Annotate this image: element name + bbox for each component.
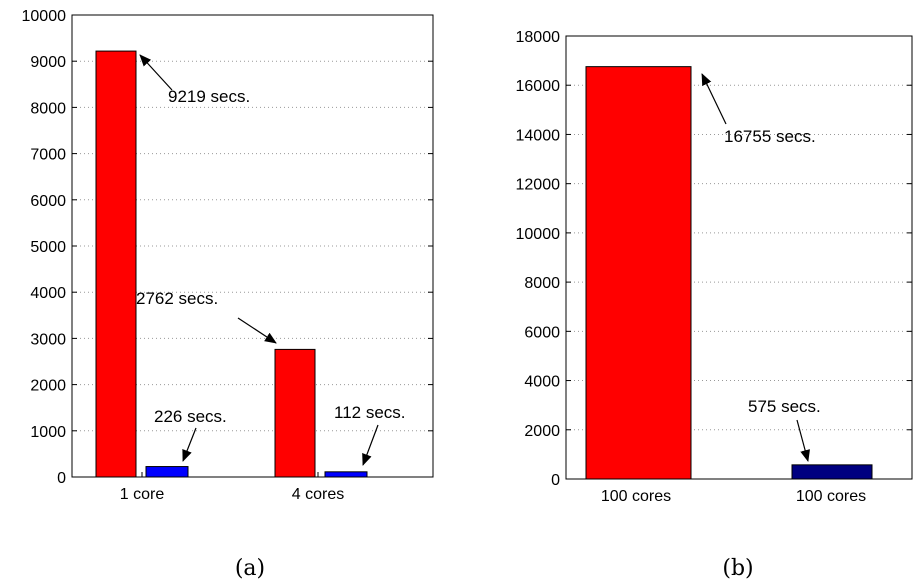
bar — [95, 50, 137, 478]
y-tick-label: 7000 — [30, 147, 66, 164]
bar — [145, 466, 189, 478]
y-tick-label: 0 — [551, 472, 560, 489]
chart-panel-b: 0 2000 4000 6000 8000 10000 12000 14000 16000 180… — [516, 29, 913, 505]
data-label: 2762 secs. — [136, 289, 218, 308]
y-tick-label: 4000 — [524, 374, 560, 391]
data-label: 226 secs. — [154, 407, 227, 426]
y-tick-label: 16000 — [516, 78, 561, 95]
y-tick-label: 3000 — [30, 331, 66, 348]
y-tick-label: 18000 — [516, 29, 561, 46]
y-tick-label: 0 — [57, 470, 66, 487]
y-tick-label: 2000 — [524, 423, 560, 440]
y-tick-label: 1000 — [30, 424, 66, 441]
annotation-arrow — [182, 427, 197, 462]
caption-b: (b) — [722, 556, 753, 581]
annotation-arrow — [237, 317, 277, 344]
x-tick-label: 4 cores — [292, 486, 344, 503]
data-label: 112 secs. — [334, 403, 406, 422]
y-tick-label: 10000 — [22, 8, 67, 25]
y-tick-label: 12000 — [516, 177, 561, 194]
data-label: 9219 secs. — [168, 87, 250, 106]
y-tick-label: 10000 — [516, 226, 561, 243]
y-tick-label: 9000 — [30, 54, 66, 71]
chart-panel-a: 0 1000 2000 3000 4000 5000 6000 7000 8000 9000 100… — [22, 8, 434, 503]
caption-a: (a) — [235, 556, 265, 581]
plot-frame — [71, 14, 434, 478]
y-tick-label: 5000 — [30, 239, 66, 256]
x-tick-label: 100 cores — [601, 488, 671, 505]
bar — [585, 66, 692, 480]
bar — [791, 464, 873, 480]
annotation-arrow — [796, 419, 810, 462]
x-tick-label: 1 core — [120, 486, 165, 503]
y-tick-label: 8000 — [524, 275, 560, 292]
data-label: 16755 secs. — [724, 127, 816, 146]
data-label: 575 secs. — [748, 397, 821, 416]
bar — [324, 471, 368, 478]
y-tick-label: 2000 — [30, 378, 66, 395]
annotation-arrow — [362, 424, 379, 466]
annotation-arrow — [701, 73, 727, 125]
y-tick-label: 6000 — [524, 324, 560, 341]
plot-frame — [565, 35, 913, 480]
y-tick-label: 14000 — [516, 127, 561, 144]
bar — [274, 348, 316, 478]
annotation-arrow — [139, 54, 173, 91]
y-tick-label: 6000 — [30, 193, 66, 210]
x-tick-label: 100 cores — [796, 488, 866, 505]
y-tick-label: 8000 — [30, 100, 66, 117]
y-tick-label: 4000 — [30, 285, 66, 302]
